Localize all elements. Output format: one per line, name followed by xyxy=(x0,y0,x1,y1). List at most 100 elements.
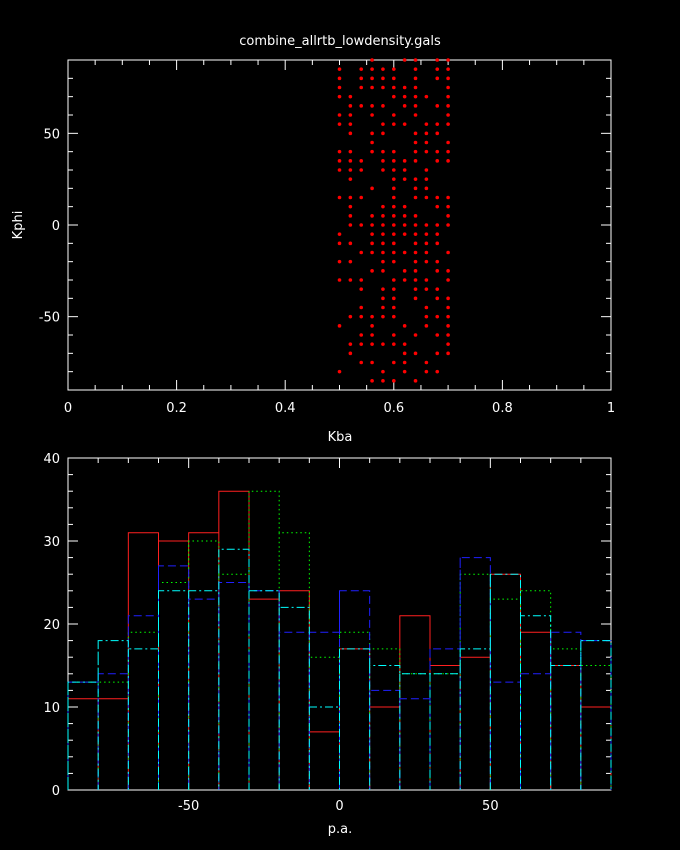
scatter-point xyxy=(435,287,440,291)
scatter-point xyxy=(435,149,440,154)
scatter-point xyxy=(413,140,418,145)
scatter-point xyxy=(392,94,396,99)
scatter-point xyxy=(370,131,374,136)
scatter-point xyxy=(446,122,450,126)
scatter-point xyxy=(381,85,385,90)
scatter-point xyxy=(392,67,396,71)
scatter-point xyxy=(413,159,418,163)
scatter-point xyxy=(392,360,396,365)
scatter-point xyxy=(413,76,418,81)
scatter-point xyxy=(435,333,440,337)
scatter-point xyxy=(446,67,450,71)
scatter-point xyxy=(413,113,418,117)
scatter-point xyxy=(446,269,450,273)
scatter-point xyxy=(359,314,364,319)
scatter-point xyxy=(402,324,407,328)
scatter-point xyxy=(348,214,353,218)
scatter-points xyxy=(337,58,450,383)
histogram-series-dashdot xyxy=(67,548,612,790)
scatter-point xyxy=(413,241,418,246)
scatter-frame xyxy=(67,59,612,391)
scatter-point xyxy=(359,67,364,71)
scatter-point xyxy=(392,342,396,346)
scatter-point xyxy=(413,232,418,236)
scatter-point xyxy=(446,342,450,346)
scatter-point xyxy=(392,278,396,282)
histogram-x-tick-label: -50 xyxy=(178,799,199,814)
scatter-point xyxy=(446,324,450,328)
scatter-point xyxy=(359,287,364,291)
scatter-point xyxy=(424,223,429,227)
scatter-point xyxy=(348,168,353,172)
scatter-point xyxy=(413,58,418,62)
histogram-x-tick-label: 0 xyxy=(335,799,343,814)
scatter-point xyxy=(381,159,385,163)
scatter-point xyxy=(337,76,342,81)
scatter-point xyxy=(446,159,450,163)
scatter-point xyxy=(402,369,407,374)
scatter-point xyxy=(435,159,440,163)
scatter-point xyxy=(337,369,342,374)
scatter-point xyxy=(424,360,429,365)
scatter-point xyxy=(370,324,374,328)
scatter-point xyxy=(435,223,440,227)
scatter-point xyxy=(424,287,429,291)
scatter-point xyxy=(381,214,385,218)
scatter-point xyxy=(359,104,364,108)
scatter-point xyxy=(381,379,385,383)
scatter-point xyxy=(424,186,429,191)
scatter-point xyxy=(392,113,396,117)
scatter-point xyxy=(413,259,418,264)
scatter-point xyxy=(424,131,429,136)
scatter-point xyxy=(370,140,374,145)
scatter-point xyxy=(392,85,396,90)
scatter-point xyxy=(359,342,364,346)
scatter-point xyxy=(348,195,353,200)
scatter-point xyxy=(392,250,396,255)
scatter-point xyxy=(402,342,407,346)
scatter-point xyxy=(435,131,440,136)
scatter-point xyxy=(392,186,396,191)
scatter-point xyxy=(392,296,396,301)
scatter-x-axis-label: Kba xyxy=(328,430,353,445)
histogram-panel: -50 0 50 0 10 20 30 40 p.a. xyxy=(43,452,612,837)
scatter-point xyxy=(413,379,418,383)
scatter-point xyxy=(381,232,385,236)
scatter-point xyxy=(435,369,440,374)
scatter-point xyxy=(359,85,364,90)
scatter-point xyxy=(402,94,407,99)
scatter-point xyxy=(402,250,407,255)
scatter-point xyxy=(435,269,440,273)
scatter-point xyxy=(392,149,396,154)
scatter-point xyxy=(424,305,429,310)
scatter-point xyxy=(446,85,450,90)
scatter-point xyxy=(392,204,396,209)
scatter-point xyxy=(424,149,429,154)
scatter-point xyxy=(337,149,342,154)
scatter-point xyxy=(370,214,374,218)
scatter-point xyxy=(424,94,429,99)
scatter-point xyxy=(348,113,353,117)
scatter-point xyxy=(348,278,353,282)
scatter-point xyxy=(370,379,374,383)
scatter-point xyxy=(413,94,418,99)
scatter-point xyxy=(381,296,385,301)
scatter-point xyxy=(359,159,364,163)
scatter-point xyxy=(392,333,396,337)
scatter-point xyxy=(392,287,396,291)
scatter-point xyxy=(413,250,418,255)
scatter-point xyxy=(348,241,353,246)
scatter-point xyxy=(435,76,440,81)
scatter-point xyxy=(392,214,396,218)
scatter-x-tick-labels: 0 0.2 0.4 0.6 0.8 1 xyxy=(64,401,615,416)
scatter-point xyxy=(370,76,374,81)
scatter-point xyxy=(446,333,450,337)
scatter-point xyxy=(435,314,440,319)
scatter-point xyxy=(435,296,440,301)
scatter-point xyxy=(424,177,429,181)
scatter-point xyxy=(392,168,396,172)
scatter-point xyxy=(446,305,450,310)
scatter-x-tick-label: 0.2 xyxy=(166,401,187,416)
scatter-point xyxy=(413,351,418,356)
